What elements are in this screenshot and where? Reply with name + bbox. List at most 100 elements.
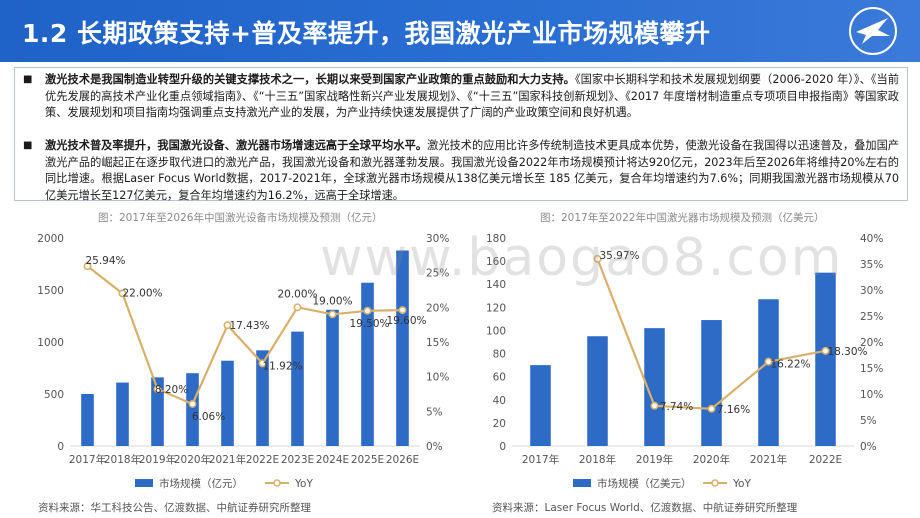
bar xyxy=(644,328,665,446)
x-tick-label: 2025E xyxy=(351,454,384,466)
y2-tick-label: 0% xyxy=(860,441,877,453)
x-tick-label: 2022E xyxy=(809,454,842,466)
yoy-data-label: 11.92% xyxy=(262,360,302,372)
bar xyxy=(151,377,164,446)
x-tick-label: 2024E xyxy=(316,454,349,466)
yoy-data-label: 19.60% xyxy=(386,315,426,327)
yoy-point xyxy=(258,359,267,368)
watermark: www.baogao8.com xyxy=(320,228,844,288)
paragraph-policy-heading: 激光技术是我国制造业转型升级的关键支撑技术之一，长期以来受到国家产业政策的重点鼓… xyxy=(45,73,575,86)
paragraph-policy-body: 《国家中长期科学和技术发展规划纲要（2006-2020 年）》、《当前优先发展的… xyxy=(45,73,899,120)
x-tick-label: 2020年 xyxy=(693,453,730,466)
y-tick-label: 60 xyxy=(493,372,506,384)
yoy-point xyxy=(821,346,830,355)
yoy-data-label: 19.00% xyxy=(312,295,352,307)
x-tick-label: 2021年 xyxy=(750,453,787,466)
yoy-data-label: 25.94% xyxy=(85,255,125,267)
y-tick-label: 120 xyxy=(486,302,506,314)
y-tick-label: 0 xyxy=(57,441,64,453)
y-tick-label: 40 xyxy=(493,395,506,407)
yoy-point xyxy=(83,262,92,271)
y-tick-label: 140 xyxy=(486,279,506,291)
bar xyxy=(221,360,234,446)
y2-tick-label: 30% xyxy=(860,285,883,297)
y-tick-label: 500 xyxy=(44,389,64,401)
legend-line-label: YoY xyxy=(732,478,751,490)
yoy-point xyxy=(328,310,337,319)
yoy-point xyxy=(593,254,602,263)
y-tick-label: 1500 xyxy=(37,285,64,297)
x-tick-label: 2019年 xyxy=(139,453,176,466)
yoy-data-label: 17.43% xyxy=(229,320,269,332)
x-tick-label: 2017年 xyxy=(522,453,559,466)
y-tick-label: 1000 xyxy=(37,337,64,349)
left-chart-equipment: 0 500 1000 1500 2000 0% 5% 10% 15% 20% 25% 30% 2017年… xyxy=(37,233,449,490)
bar xyxy=(116,382,129,446)
yoy-point xyxy=(707,404,716,413)
yoy-data-label: 6.06% xyxy=(192,411,225,423)
x-tick-label: 2020年 xyxy=(174,453,211,466)
y2-tick-label: 0% xyxy=(426,441,443,453)
legend-bar-label: 市场规模（亿美元） xyxy=(597,477,692,490)
right-chart-source: 资料来源：Laser Focus World、亿渡数据、中航证券研究所整理 xyxy=(492,502,798,514)
yoy-point xyxy=(293,303,302,312)
bar xyxy=(815,272,836,446)
y2-tick-label: 25% xyxy=(426,268,449,280)
y-tick-label: 80 xyxy=(493,349,506,361)
y2-tick-label: 35% xyxy=(860,259,883,271)
bar xyxy=(701,320,722,446)
yoy-data-label: 16.22% xyxy=(770,359,810,371)
y2-tick-label: 15% xyxy=(426,337,449,349)
legend-bar-label: 市场规模（亿元） xyxy=(159,477,243,490)
paragraph-market-heading: 激光技术普及率提升，我国激光设备、激光器市场增速远高于全球平均水平。 xyxy=(45,139,428,152)
yoy-line xyxy=(86,265,403,406)
bullet-icon: ■ xyxy=(23,140,33,151)
summary-text-box: ■ 激光技术是我国制造业转型升级的关键支撑技术之一，长期以来受到国家产业政策的重… xyxy=(14,67,908,204)
yoy-data-label: 35.97% xyxy=(599,250,639,262)
x-tick-label: 2018年 xyxy=(104,453,141,466)
bar xyxy=(530,365,551,446)
yoy-point xyxy=(650,401,659,410)
legend-line-marker xyxy=(273,479,281,487)
y2-tick-label: 15% xyxy=(860,363,883,375)
yoy-data-label: 19.50% xyxy=(349,318,389,330)
bullet-icon: ■ xyxy=(23,74,33,85)
bar xyxy=(758,299,779,446)
x-tick-label: 2021年 xyxy=(209,453,246,466)
legend-bar-swatch xyxy=(135,479,153,487)
yoy-point xyxy=(188,399,197,408)
bar xyxy=(587,336,608,446)
yoy-point xyxy=(223,321,232,330)
yoy-data-label: 7.74% xyxy=(660,401,693,413)
y2-tick-label: 5% xyxy=(426,406,443,418)
right-chart-lasers: 0 20 40 60 80 100 120 140 160 180 0% 5% 10% 15% 20% 25%… xyxy=(486,233,883,490)
yoy-data-label: 20.00% xyxy=(277,288,317,300)
legend-line-marker xyxy=(711,479,719,487)
yoy-point xyxy=(363,306,372,315)
paragraph-market: ■ 激光技术普及率提升，我国激光设备、激光器市场增速远高于全球平均水平。激光技术… xyxy=(23,138,899,204)
bar xyxy=(81,394,94,446)
yoy-data-label: 22.00% xyxy=(122,287,162,299)
y2-tick-label: 25% xyxy=(860,311,883,323)
left-chart-source: 资料来源：华工科技公告、亿渡数据、中航证券研究所整理 xyxy=(38,502,311,514)
yoy-data-label: 8.20% xyxy=(155,384,188,396)
y-tick-label: 0 xyxy=(499,441,506,453)
yoy-point xyxy=(153,385,162,394)
yoy-point xyxy=(118,289,127,298)
page-title: 1.2 长期政策支持+普及率提升，我国激光产业市场规模攀升 xyxy=(22,19,711,48)
y2-tick-label: 20% xyxy=(860,337,883,349)
paragraph-market-body: 激光技术的应用比许多传统制造技术更具成本优势，使激光设备在我国得以迅速普及，叠加… xyxy=(45,139,899,202)
x-tick-label: 2023E xyxy=(281,454,314,466)
y-tick-label: 2000 xyxy=(37,233,64,245)
yoy-data-label: 7.16% xyxy=(717,404,750,416)
yoy-point xyxy=(398,306,407,315)
bar xyxy=(396,250,409,446)
bar xyxy=(256,350,269,446)
paragraph-policy: ■ 激光技术是我国制造业转型升级的关键支撑技术之一，长期以来受到国家产业政策的重… xyxy=(23,72,899,122)
y-tick-label: 180 xyxy=(486,233,506,245)
x-tick-label: 2019年 xyxy=(636,453,673,466)
right-chart-title: 图：2017年至2022年中国激光器市场规模及预测（亿美元） xyxy=(540,212,825,224)
bar xyxy=(361,282,374,446)
bar xyxy=(291,331,304,446)
y2-tick-label: 10% xyxy=(426,372,449,384)
